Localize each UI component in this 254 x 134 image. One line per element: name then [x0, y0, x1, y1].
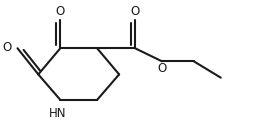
Text: O: O: [56, 5, 65, 18]
Text: O: O: [158, 62, 167, 75]
Text: HN: HN: [49, 107, 67, 120]
Text: O: O: [130, 5, 140, 18]
Text: O: O: [2, 41, 11, 54]
